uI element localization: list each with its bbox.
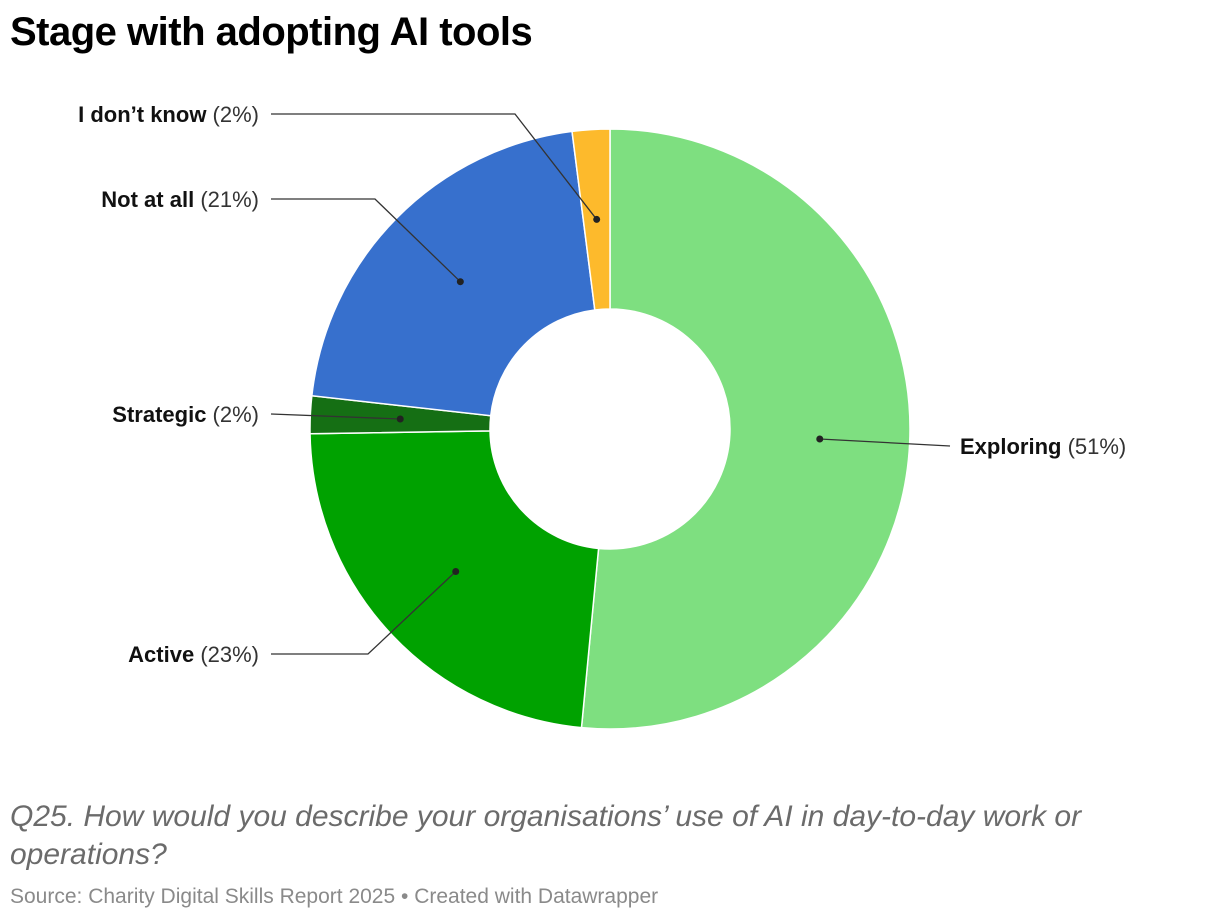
label-not-at-all: Not at all (21%) <box>101 187 259 212</box>
label-name-i-don-t-know: I don’t know <box>78 102 207 127</box>
slice-not-at-all <box>311 130 596 417</box>
label-name-exploring: Exploring <box>960 434 1061 459</box>
label-value-strategic: (2%) <box>206 402 259 427</box>
label-value-exploring: (51%) <box>1061 434 1126 459</box>
label-value-not-at-all: (21%) <box>194 187 259 212</box>
leader-line-exploring <box>819 438 951 447</box>
label-value-i-don-t-know: (2%) <box>206 102 259 127</box>
label-exploring: Exploring (51%) <box>960 434 1126 459</box>
leader-line-strategic <box>270 413 401 420</box>
chart-title: Stage with adopting AI tools <box>10 10 533 54</box>
slice-i-don-t-know <box>571 128 611 311</box>
chart-description: Q25. How would you describe your organis… <box>10 800 1082 871</box>
label-name-active: Active <box>128 642 194 667</box>
leader-line-not-at-all <box>271 198 461 283</box>
chart-source: Source: Charity Digital Skills Report 20… <box>10 885 659 908</box>
leader-dot-strategic <box>396 415 404 423</box>
leader-dot-exploring <box>816 435 824 443</box>
label-value-active: (23%) <box>194 642 259 667</box>
slice-active <box>309 430 600 729</box>
slice-exploring <box>580 128 911 730</box>
leader-line-i-don-t-know <box>271 113 598 220</box>
leader-line-active <box>271 571 457 655</box>
slices-group <box>309 128 911 730</box>
leader-dot-i-don-t-know <box>593 215 601 223</box>
label-active: Active (23%) <box>128 642 259 667</box>
label-name-not-at-all: Not at all <box>101 187 194 212</box>
label-name-strategic: Strategic <box>112 402 206 427</box>
labels-group: Exploring (51%) Active (23%) Strategic (2%… <box>78 102 1126 667</box>
leader-dot-active <box>452 567 460 575</box>
label-strategic: Strategic (2%) <box>112 402 259 427</box>
label-i-don-t-know: I don’t know (2%) <box>78 102 259 127</box>
leader-dot-not-at-all <box>456 278 464 286</box>
leader-lines-group <box>270 113 951 655</box>
